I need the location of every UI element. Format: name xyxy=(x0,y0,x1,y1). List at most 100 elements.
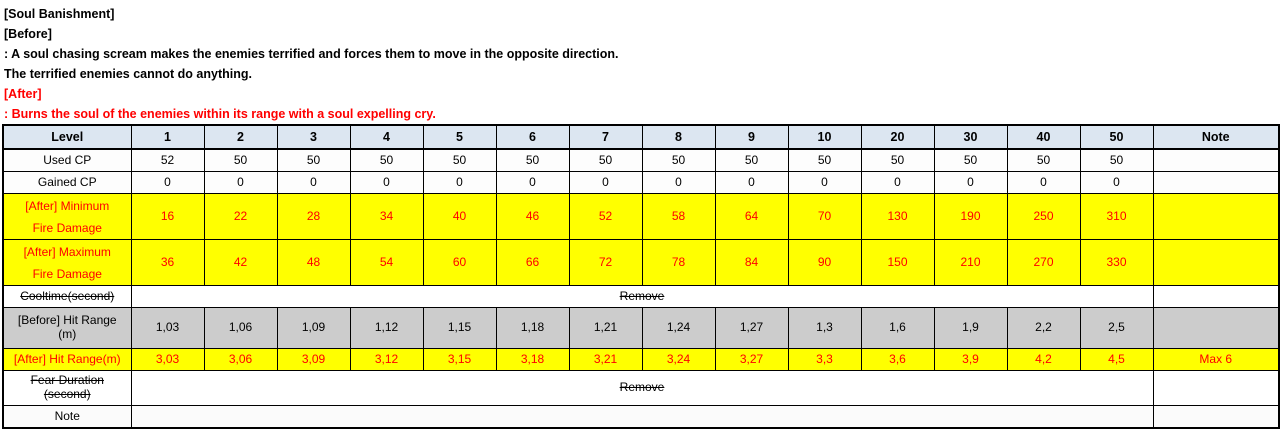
cell-cooltime-merged: Remove xyxy=(130,285,1154,308)
cell-min-dmg-5: 40 xyxy=(422,193,497,240)
cell-fear-duration-merged: Remove xyxy=(130,370,1154,406)
row-label-gained-cp: Gained CP xyxy=(2,171,132,194)
cell-min-dmg-1: 16 xyxy=(130,193,205,240)
cell-max-dmg-3: 48 xyxy=(276,239,351,286)
cell-gained-cp-9: 0 xyxy=(714,171,789,194)
row-label-max-fire-damage-line1: [After] Maximum xyxy=(23,244,111,259)
cell-gained-cp-7: 0 xyxy=(568,171,643,194)
cell-before-range-40: 2,2 xyxy=(1006,307,1081,349)
row-label-fear-duration: Fear Duration (second) xyxy=(2,370,132,406)
cell-before-range-6: 1,18 xyxy=(495,307,570,349)
header-level-9: 9 xyxy=(714,124,789,150)
cell-before-range-8: 1,24 xyxy=(641,307,716,349)
table-row-max-fire-damage: [After] Maximum Fire Damage 36 42 48 54 … xyxy=(2,239,1280,286)
row-label-min-fire-damage-line1: [After] Minimum xyxy=(25,198,110,213)
header-level-label: Level xyxy=(2,124,132,150)
table-row-gained-cp: Gained CP 0 0 0 0 0 0 0 0 0 0 0 0 0 0 xyxy=(2,171,1280,194)
table-row-min-fire-damage: [After] Minimum Fire Damage 16 22 28 34 … xyxy=(2,193,1280,240)
cell-gained-cp-20: 0 xyxy=(860,171,935,194)
cell-gained-cp-2: 0 xyxy=(203,171,278,194)
skill-description-block: [Soul Banishment] [Before] : A soul chas… xyxy=(0,0,1281,124)
cell-min-dmg-30: 190 xyxy=(933,193,1008,240)
cell-gained-cp-note xyxy=(1152,171,1280,194)
cell-note-merged xyxy=(130,405,1154,429)
row-label-before-hit-range-line2: (m) xyxy=(58,327,77,341)
row-label-used-cp: Used CP xyxy=(2,148,132,172)
cell-after-range-3: 3,09 xyxy=(276,348,351,371)
cell-gained-cp-5: 0 xyxy=(422,171,497,194)
header-level-1: 1 xyxy=(130,124,205,150)
table-row-note: Note xyxy=(2,405,1280,429)
cell-after-range-20: 3,6 xyxy=(860,348,935,371)
cell-after-range-7: 3,21 xyxy=(568,348,643,371)
table-row-used-cp: Used CP 52 50 50 50 50 50 50 50 50 50 50… xyxy=(2,148,1280,172)
row-label-min-fire-damage-line2: Fire Damage xyxy=(32,220,102,235)
row-label-max-fire-damage-line2: Fire Damage xyxy=(32,266,102,281)
cell-used-cp-2: 50 xyxy=(203,148,278,172)
cell-max-dmg-20: 150 xyxy=(860,239,935,286)
cell-used-cp-5: 50 xyxy=(422,148,497,172)
header-level-20: 20 xyxy=(860,124,935,150)
cell-gained-cp-4: 0 xyxy=(349,171,424,194)
cell-after-range-2: 3,06 xyxy=(203,348,278,371)
cell-fear-duration-note xyxy=(1152,370,1280,406)
cell-used-cp-10: 50 xyxy=(787,148,862,172)
cell-before-range-10: 1,3 xyxy=(787,307,862,349)
cell-before-range-1: 1,03 xyxy=(130,307,205,349)
row-label-note: Note xyxy=(2,405,132,429)
cell-before-range-5: 1,15 xyxy=(422,307,497,349)
cell-gained-cp-50: 0 xyxy=(1079,171,1154,194)
row-label-before-hit-range: [Before] Hit Range (m) xyxy=(2,307,132,349)
table-row-cooltime: Cooltime(second) Remove xyxy=(2,285,1280,308)
row-label-max-fire-damage: [After] Maximum Fire Damage xyxy=(2,239,132,286)
table-row-before-hit-range: [Before] Hit Range (m) 1,03 1,06 1,09 1,… xyxy=(2,307,1280,349)
cell-after-range-40: 4,2 xyxy=(1006,348,1081,371)
cell-max-dmg-2: 42 xyxy=(203,239,278,286)
before-label: [Before] xyxy=(4,27,52,41)
cell-after-range-note: Max 6 xyxy=(1152,348,1280,371)
cell-max-dmg-30: 210 xyxy=(933,239,1008,286)
header-level-30: 30 xyxy=(933,124,1008,150)
cell-used-cp-9: 50 xyxy=(714,148,789,172)
cell-used-cp-4: 50 xyxy=(349,148,424,172)
cell-before-range-7: 1,21 xyxy=(568,307,643,349)
cell-max-dmg-1: 36 xyxy=(130,239,205,286)
cell-note-note xyxy=(1152,405,1280,429)
cell-used-cp-8: 50 xyxy=(641,148,716,172)
cell-min-dmg-10: 70 xyxy=(787,193,862,240)
cell-min-dmg-8: 58 xyxy=(641,193,716,240)
cell-max-dmg-40: 270 xyxy=(1006,239,1081,286)
cell-before-range-4: 1,12 xyxy=(349,307,424,349)
row-label-after-hit-range: [After] Hit Range(m) xyxy=(2,348,132,371)
cell-max-dmg-50: 330 xyxy=(1079,239,1154,286)
header-level-2: 2 xyxy=(203,124,278,150)
cell-after-range-8: 3,24 xyxy=(641,348,716,371)
cell-max-dmg-4: 54 xyxy=(349,239,424,286)
cell-gained-cp-30: 0 xyxy=(933,171,1008,194)
skill-stat-table: Level 1 2 3 4 5 6 7 8 9 10 20 30 40 50 N… xyxy=(2,124,1280,429)
cell-used-cp-20: 50 xyxy=(860,148,935,172)
cell-min-dmg-9: 64 xyxy=(714,193,789,240)
header-level-4: 4 xyxy=(349,124,424,150)
before-description-line-2: The terrified enemies cannot do anything… xyxy=(4,67,252,81)
cell-gained-cp-1: 0 xyxy=(130,171,205,194)
table-row-after-hit-range: [After] Hit Range(m) 3,03 3,06 3,09 3,12… xyxy=(2,348,1280,371)
cell-min-dmg-7: 52 xyxy=(568,193,643,240)
after-label: [After] xyxy=(4,87,42,101)
cell-min-dmg-2: 22 xyxy=(203,193,278,240)
header-note: Note xyxy=(1152,124,1280,150)
header-level-6: 6 xyxy=(495,124,570,150)
row-label-fear-duration-line1: Fear Duration xyxy=(30,373,104,388)
cell-before-range-note xyxy=(1152,307,1280,349)
cell-max-dmg-9: 84 xyxy=(714,239,789,286)
cell-after-range-1: 3,03 xyxy=(130,348,205,371)
cell-min-dmg-20: 130 xyxy=(860,193,935,240)
cell-used-cp-note xyxy=(1152,148,1280,172)
cell-after-range-6: 3,18 xyxy=(495,348,570,371)
cell-after-range-50: 4,5 xyxy=(1079,348,1154,371)
before-description-line-1: : A soul chasing scream makes the enemie… xyxy=(4,47,619,61)
cell-max-dmg-10: 90 xyxy=(787,239,862,286)
row-label-cooltime: Cooltime(second) xyxy=(2,285,132,308)
cell-used-cp-7: 50 xyxy=(568,148,643,172)
cell-cooltime-note xyxy=(1152,285,1280,308)
